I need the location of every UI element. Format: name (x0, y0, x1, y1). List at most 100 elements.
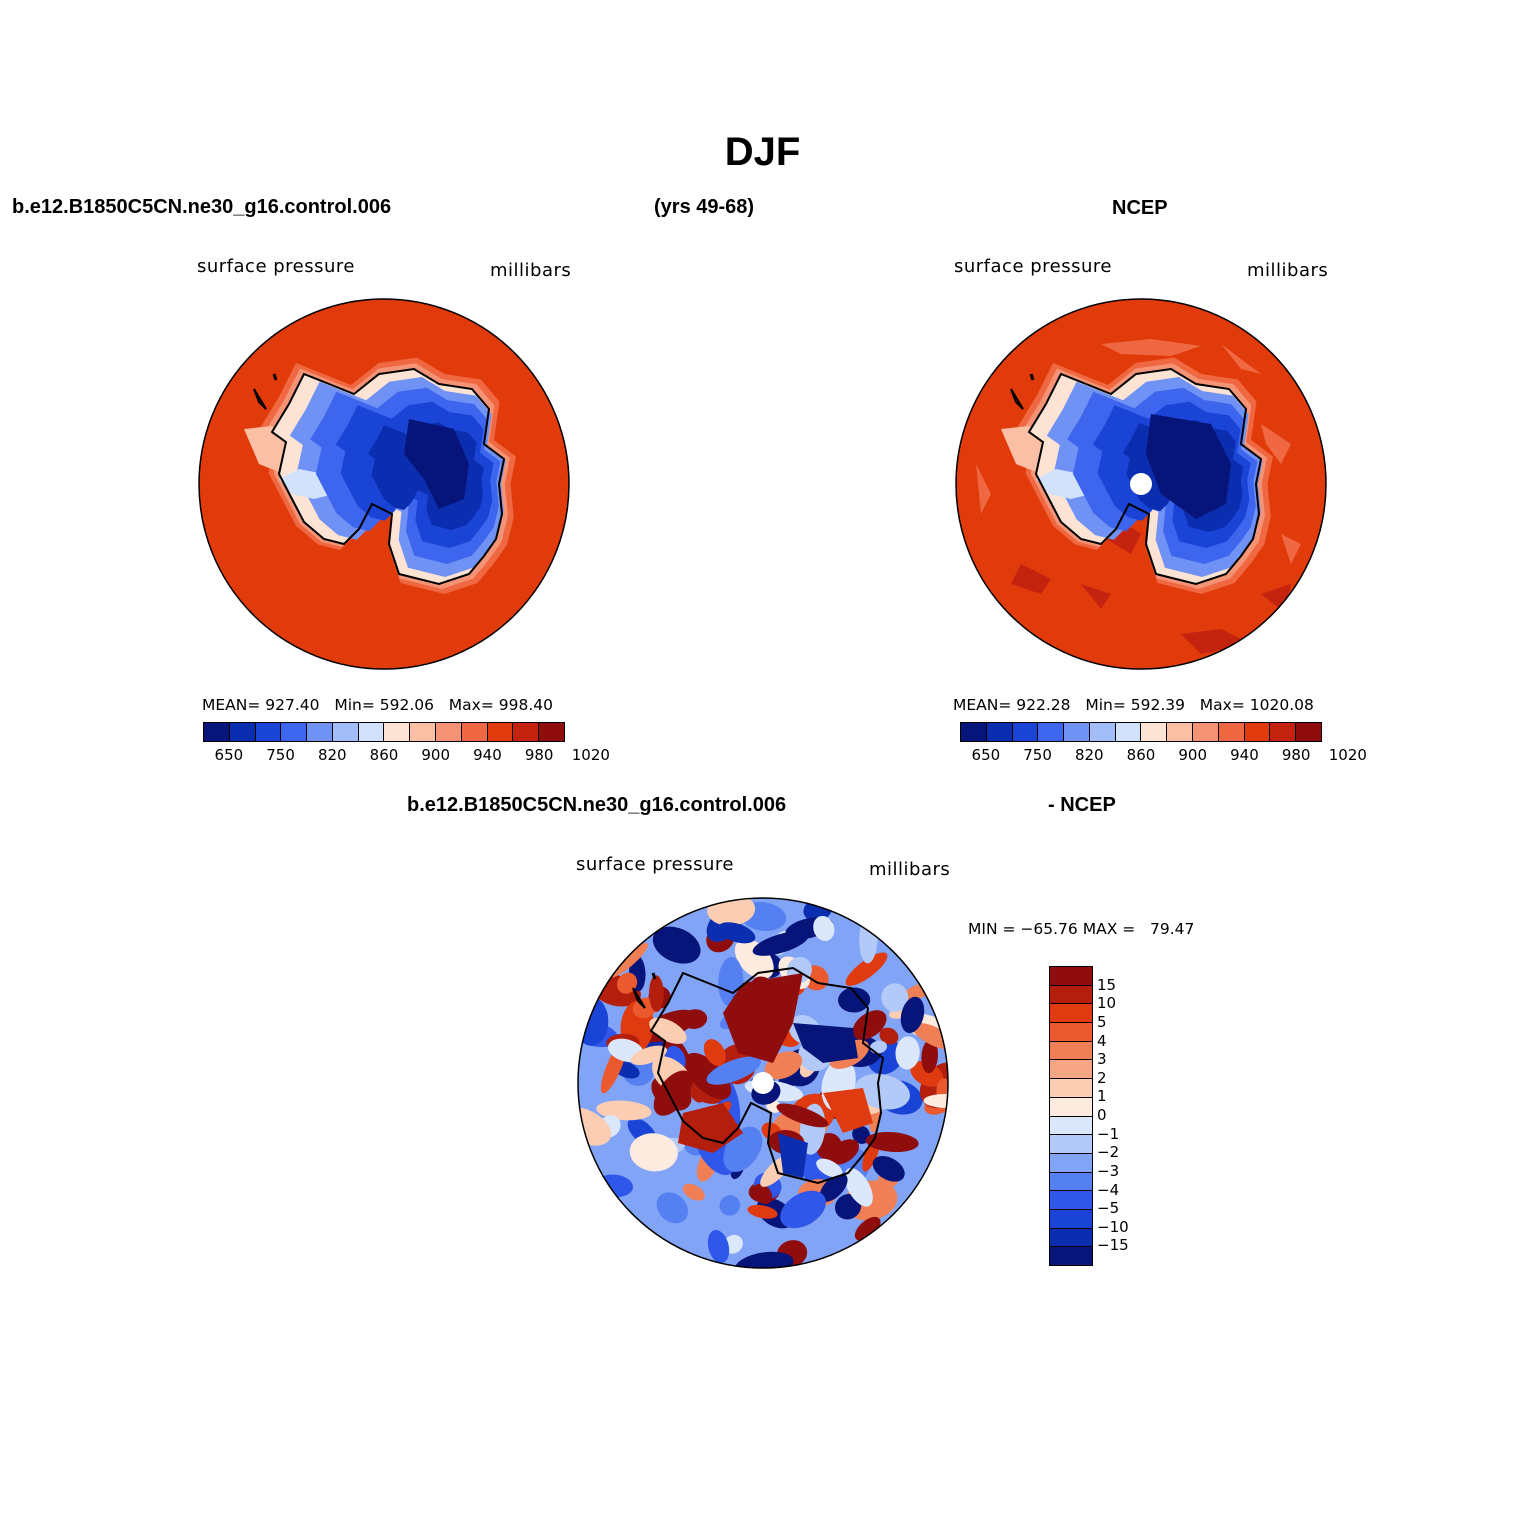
panel-model-max-value: 998.40 (498, 696, 554, 714)
panel-model-colorbar-swatch (487, 723, 514, 741)
panel-diff-colorbar-tick-label: 0 (1097, 1106, 1107, 1124)
panel-obs-colorbar-tick-label: 820 (1074, 746, 1104, 764)
panel-diff-contour-patch (682, 1183, 705, 1201)
panel-model-mean-value: 927.40 (265, 696, 320, 714)
panel-model-contours (244, 357, 516, 594)
panel-obs-colorbar-tick-label: 650 (971, 746, 1001, 764)
panel-diff-colorbar-tick-label: 15 (1097, 975, 1117, 994)
panel-diff-contour-patch (879, 1027, 899, 1045)
panel-diff-colorbar-swatch (1050, 985, 1092, 1005)
panel-model-colorbar-swatch (384, 723, 411, 741)
panel-diff-colorbar-swatch (1050, 1060, 1092, 1080)
panel-obs-variable-label: surface pressure (954, 256, 1112, 277)
panel-diff-colorbar-tick-label: −2 (1097, 1143, 1120, 1162)
panel-diff-contour-patch (719, 1195, 741, 1216)
panel-obs-map-border (955, 298, 1327, 670)
panel-diff-colorbar-swatch (1050, 1116, 1092, 1136)
panel-obs-colorbar-swatch (1141, 723, 1168, 741)
panel-model-colorbar-ticks: 650 750 820 860 900 940 980 1020 (203, 746, 610, 766)
panel-obs-max-label: Max= (1199, 696, 1245, 714)
panel-diff-contour-patch (865, 1131, 919, 1153)
panel-obs-max-value: 1020.08 (1249, 696, 1314, 714)
panel-model-colorbar-tick-label: 820 (317, 746, 347, 764)
panel-diff-colorbar-swatch (1050, 967, 1092, 986)
panel-diff-colorbar-swatch (1050, 1209, 1092, 1229)
panel-model-units-label: millibars (490, 260, 572, 281)
panel-diff-contour-patch (652, 926, 701, 964)
panel-diff-colorbar-swatch (1050, 1079, 1092, 1098)
panel-diff-contour-patch (819, 1173, 848, 1202)
panel-diff-colorbar-swatch (1050, 1228, 1092, 1248)
panel-diff-stats: MIN = −65.76 MAX = 79.47 (968, 920, 1194, 938)
panel-model-map (198, 298, 570, 670)
panel-diff-colorbar-tick-label: 1 (1097, 1087, 1107, 1106)
panel-diff-contour-patch (630, 1045, 667, 1065)
panel-diff-contour-patch (717, 922, 756, 944)
panel-diff-colorbar-swatch (1050, 1004, 1092, 1024)
panel-model-max-label: Max= (448, 696, 494, 714)
panel-model-mean-label: MEAN= (202, 696, 261, 714)
panel-model-min-value: 592.06 (379, 696, 435, 714)
panel-diff-colorbar (1049, 966, 1093, 1266)
panel-diff-contour-patch (900, 996, 925, 1034)
panel-diff-max-label: MAX = (1082, 920, 1136, 938)
panel-model-colorbar-swatch (461, 723, 488, 741)
panel-obs-colorbar-swatch (1296, 723, 1321, 741)
panel-model-colorbar-swatch (513, 723, 540, 741)
panel-diff-colorbar-ticks: 15 10 5 4 3 2 1 0 −1 −2 −3 −4 −5 −10 −15 (1097, 966, 1147, 1264)
panel-obs-colorbar-tick-label: 900 (1178, 746, 1208, 764)
panel-diff-contour-patch (653, 1070, 693, 1116)
panel-diff-colorbar-swatch (1050, 1041, 1092, 1061)
panel-diff-contour-patch (752, 1183, 773, 1205)
panel-model-colorbar-swatch (204, 723, 230, 741)
panel-diff-colorbar-tick-label: 5 (1097, 1012, 1107, 1031)
panel-obs-colorbar-swatch (1167, 723, 1194, 741)
panel-model-colorbar-tick-label: 1020 (571, 746, 610, 764)
panel-diff-contour-patch (854, 1073, 910, 1110)
panel-obs-mean-value: 922.28 (1016, 696, 1071, 714)
panel-model-colorbar-tick-label: 940 (473, 746, 502, 764)
panel-diff-map-border (577, 897, 949, 1269)
panel-model-colorbar-swatch (410, 723, 437, 741)
panel-obs-contours (1001, 357, 1273, 594)
panel-diff-contour-patch (752, 931, 809, 956)
panel-diff-contour-patch (921, 1039, 939, 1074)
panel-obs-colorbar-swatch (961, 723, 987, 741)
panel-diff-contour-patch (845, 952, 888, 986)
panel-diff-contour-patch (629, 1133, 678, 1172)
panel-diff-colorbar-tick-label: −3 (1097, 1161, 1120, 1180)
panel-obs-colorbar (960, 722, 1322, 742)
panel-diff-contour-patch (881, 983, 909, 1012)
panel-diff-units-label: millibars (869, 859, 951, 880)
panel-diff-colorbar-swatch (1050, 1247, 1092, 1265)
panel-diff-contour-patch (780, 1190, 826, 1229)
panel-diff-contour-patch (747, 1204, 778, 1219)
panel-obs-mean-label: MEAN= (953, 696, 1012, 714)
panel-diff-contour-patch (608, 943, 649, 978)
panel-obs-colorbar-ticks: 650 750 820 860 900 940 980 1020 (960, 746, 1367, 766)
panel-diff-colorbar-tick-label: 4 (1097, 1031, 1107, 1050)
panel-obs-pole-marker (1130, 473, 1152, 495)
panel-model-colorbar (203, 722, 565, 742)
header-left: b.e12.B1850C5CN.ne30_g16.control.006 (12, 196, 392, 218)
panel-model-colorbar-tick-label: 860 (369, 746, 399, 764)
panel-obs-min-value: 592.39 (1130, 696, 1186, 714)
panel-obs-units-label: millibars (1247, 260, 1329, 281)
panel-diff-contour-region (793, 1023, 858, 1063)
panel-model-colorbar-tick-label: 650 (214, 746, 244, 764)
panel-diff-min-value: −65.76 (1020, 920, 1078, 938)
panel-obs-colorbar-swatch (1218, 723, 1245, 741)
panel-obs-colorbar-swatch (1115, 723, 1142, 741)
panel-diff-colorbar-tick-label: 2 (1097, 1068, 1107, 1087)
panel-diff-colorbar-swatch (1050, 1191, 1092, 1210)
panel-diff-contour-patch (649, 1017, 687, 1044)
panel-diff-contour-patch (834, 1193, 862, 1220)
panel-diff-contour-patch (872, 1155, 905, 1182)
panel-diff-contour-patch (828, 1139, 860, 1165)
panel-obs-map (955, 298, 1327, 670)
panel-obs-min-label: Min= (1085, 696, 1126, 714)
panel-diff-contour-region (778, 1133, 808, 1178)
panel-diff-contour-patch (578, 996, 609, 1046)
panel-obs-colorbar-swatch (1012, 723, 1039, 741)
diff-header-right: - NCEP (1048, 794, 1116, 816)
